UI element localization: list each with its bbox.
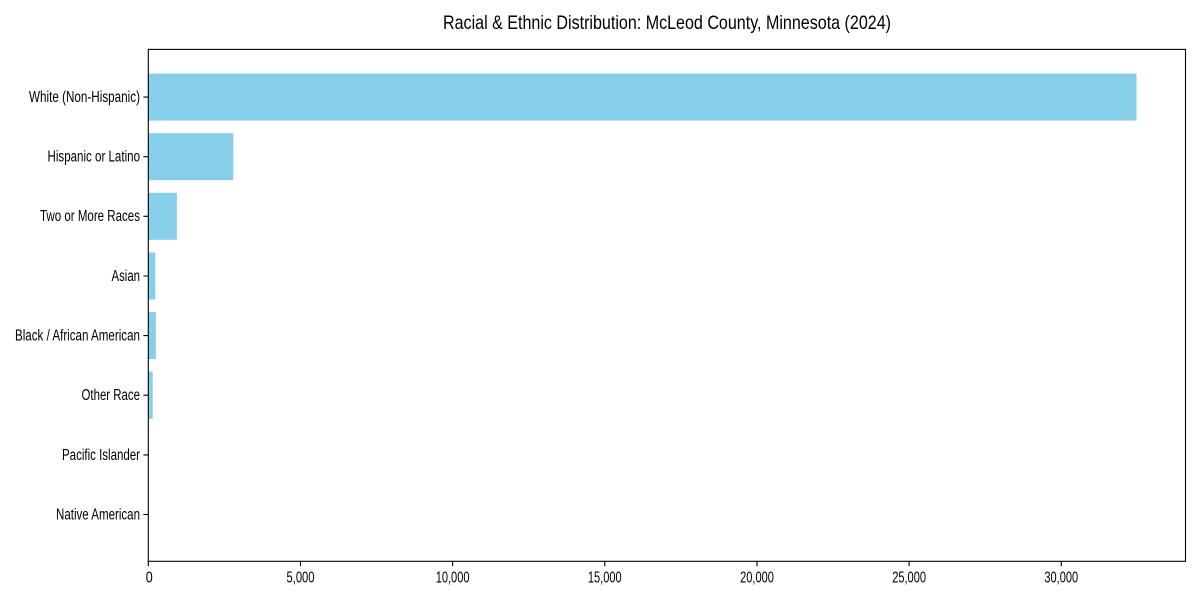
svg-text:20,000: 20,000 bbox=[740, 569, 774, 586]
svg-text:25,000: 25,000 bbox=[892, 569, 926, 586]
svg-text:0: 0 bbox=[146, 569, 153, 586]
svg-text:Other Race: Other Race bbox=[82, 387, 141, 404]
svg-text:Pacific Islander: Pacific Islander bbox=[62, 447, 140, 464]
svg-text:15,000: 15,000 bbox=[588, 569, 622, 586]
svg-text:5,000: 5,000 bbox=[287, 569, 315, 586]
svg-text:Native American: Native American bbox=[56, 506, 140, 523]
svg-text:Two or More Races: Two or More Races bbox=[40, 208, 140, 225]
svg-text:Black / African American: Black / African American bbox=[15, 328, 140, 345]
svg-text:Hispanic or Latino: Hispanic or Latino bbox=[48, 149, 141, 166]
svg-text:Racial & Ethnic Distribution:: Racial & Ethnic Distribution: McLeod Cou… bbox=[443, 12, 891, 34]
svg-text:Asian: Asian bbox=[112, 268, 141, 285]
svg-text:White (Non-Hispanic): White (Non-Hispanic) bbox=[29, 89, 140, 106]
svg-text:10,000: 10,000 bbox=[436, 569, 470, 586]
svg-text:30,000: 30,000 bbox=[1044, 569, 1078, 586]
